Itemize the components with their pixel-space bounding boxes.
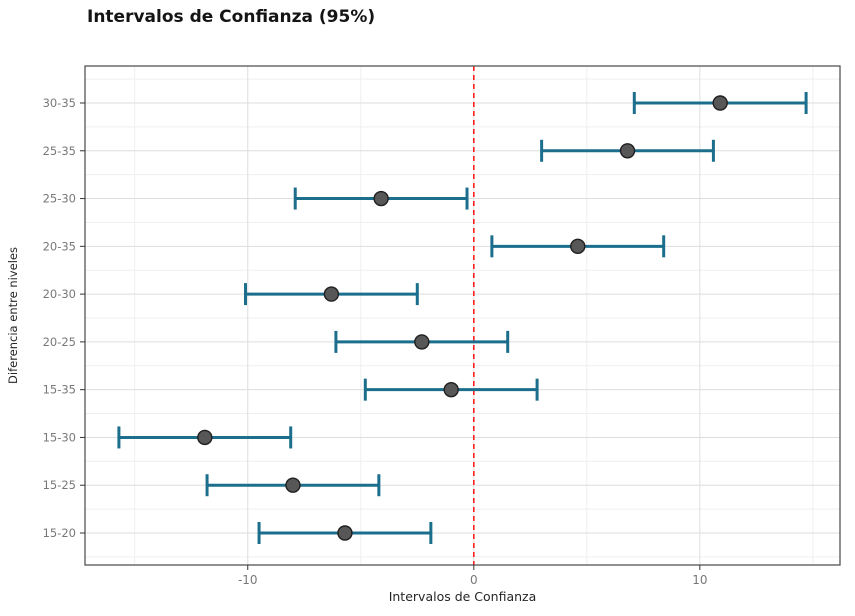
chart-title: Intervalos de Confianza (95%)	[87, 7, 376, 27]
panel-background	[85, 66, 840, 565]
mean-point	[414, 334, 430, 350]
y-tick-label: 25-30	[43, 192, 76, 206]
y-tick-label: 20-35	[43, 239, 76, 253]
y-tick-label: 20-30	[43, 287, 76, 301]
x-tick-label: 0	[470, 573, 478, 587]
mean-point	[197, 429, 213, 446]
panel-border	[84, 65, 841, 566]
y-tick-label: 15-30	[43, 430, 76, 444]
mean-point	[619, 143, 636, 159]
y-tick-label: 15-25	[43, 478, 76, 492]
x-tick-label: -10	[238, 573, 258, 587]
y-tick-label: 15-35	[43, 383, 76, 397]
y-tick-label: 30-35	[43, 96, 76, 110]
mean-point	[570, 238, 586, 255]
mean-point	[285, 477, 301, 493]
mean-point	[712, 95, 728, 111]
mean-point	[337, 525, 353, 541]
y-tick-label: 15-20	[43, 526, 76, 540]
x-axis-title: Intervalos de Confianza	[388, 589, 537, 604]
mean-point	[323, 286, 340, 302]
y-tick-label: 25-35	[43, 144, 76, 158]
mean-point	[373, 190, 389, 207]
y-tick-label: 20-25	[43, 335, 76, 349]
mean-point	[443, 381, 459, 398]
x-tick-label: 10	[692, 573, 707, 587]
